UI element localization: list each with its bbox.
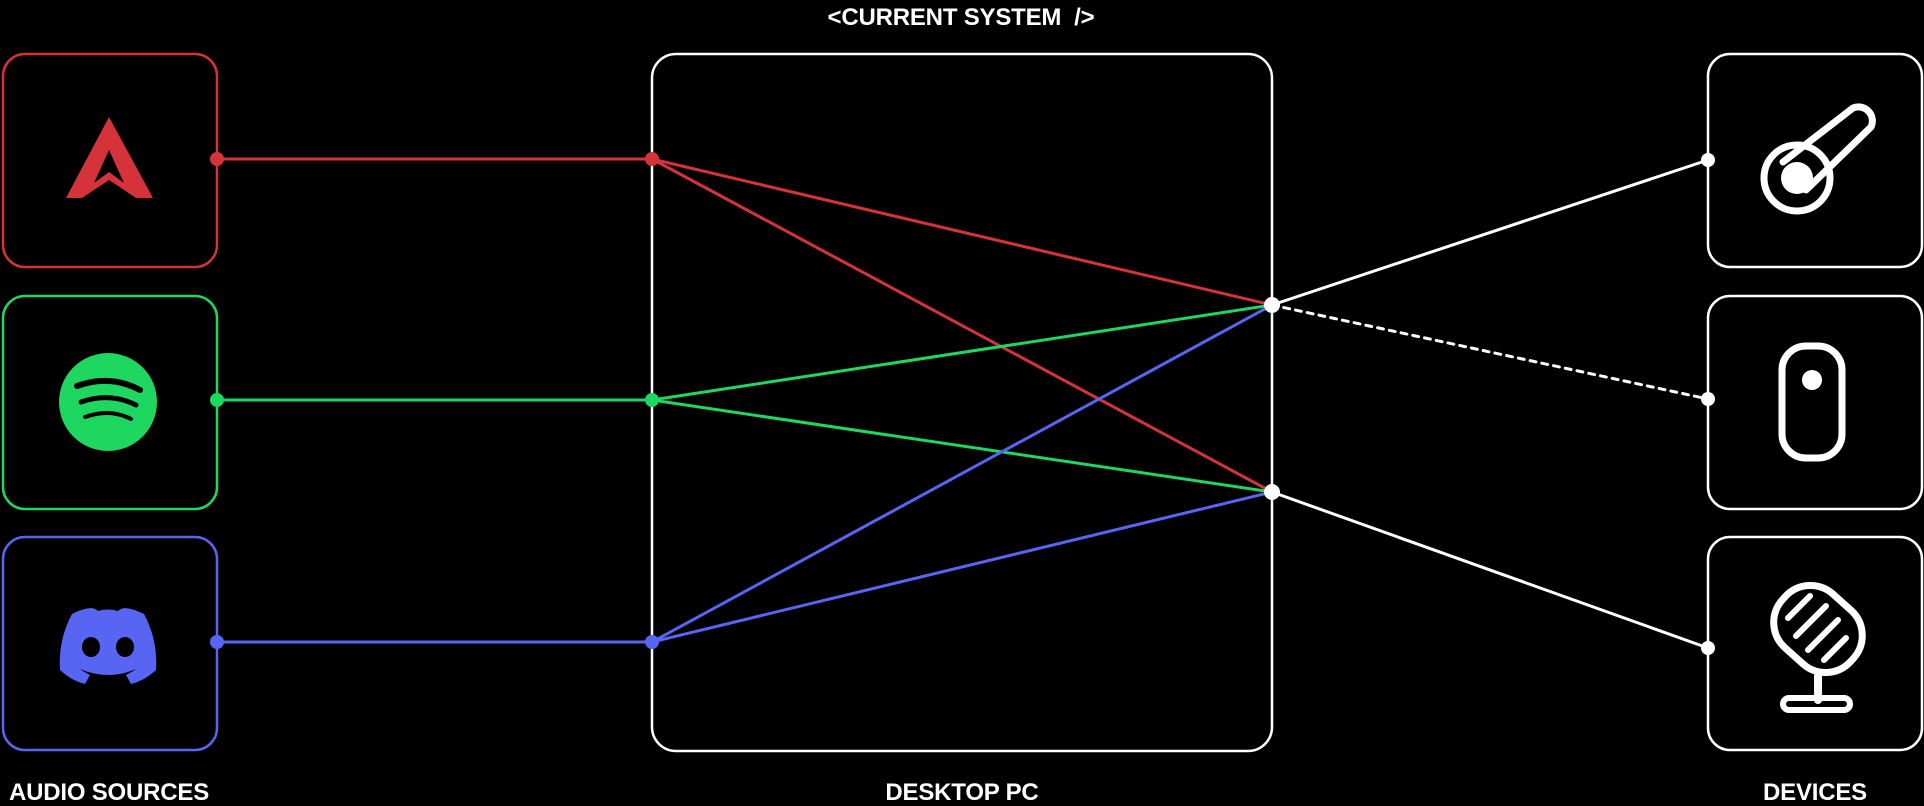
node-pc-spotify-in — [645, 393, 659, 407]
diagram-title: <CURRENT SYSTEM /> — [828, 4, 1095, 31]
apex-legends-logo-icon — [66, 117, 153, 198]
route-spotify-to-output-b — [650, 398, 1274, 494]
node-spotify-out — [210, 393, 224, 407]
node-apex-out — [210, 152, 224, 166]
route-apex-to-output-a — [650, 157, 1274, 307]
node-pc-output-b — [1264, 484, 1280, 500]
headphone-jack-icon — [1760, 103, 1876, 215]
device-box-remote — [1706, 294, 1924, 511]
wire-output-a-to-headphone — [1270, 158, 1710, 307]
spotify-logo-icon — [59, 353, 157, 451]
wire-output-b-to-microphone — [1270, 490, 1710, 650]
route-apex-to-output-b — [650, 157, 1274, 494]
remote-control-icon — [1778, 342, 1846, 462]
node-pc-apex-in — [645, 152, 659, 166]
node-discord-out — [210, 635, 224, 649]
route-discord-to-output-a — [650, 303, 1274, 644]
label-audio-sources: AUDIO SOURCES — [9, 779, 209, 806]
source-box-apex — [1, 52, 219, 269]
label-desktop-pc: DESKTOP PC — [885, 779, 1038, 806]
desktop-pc-box — [650, 52, 1274, 753]
node-pc-output-a — [1264, 297, 1280, 313]
node-microphone-in — [1701, 641, 1715, 655]
device-box-headphone-jack — [1706, 52, 1924, 269]
label-devices: DEVICES — [1763, 779, 1867, 806]
node-headphone-in — [1701, 153, 1715, 167]
microphone-icon — [1770, 581, 1866, 713]
node-remote-in — [1701, 392, 1715, 406]
node-pc-discord-in — [645, 635, 659, 649]
discord-logo-icon — [59, 608, 157, 684]
wire-output-a-to-remote — [1270, 303, 1710, 401]
route-spotify-to-output-a — [650, 303, 1274, 402]
route-discord-to-output-b — [650, 490, 1274, 644]
